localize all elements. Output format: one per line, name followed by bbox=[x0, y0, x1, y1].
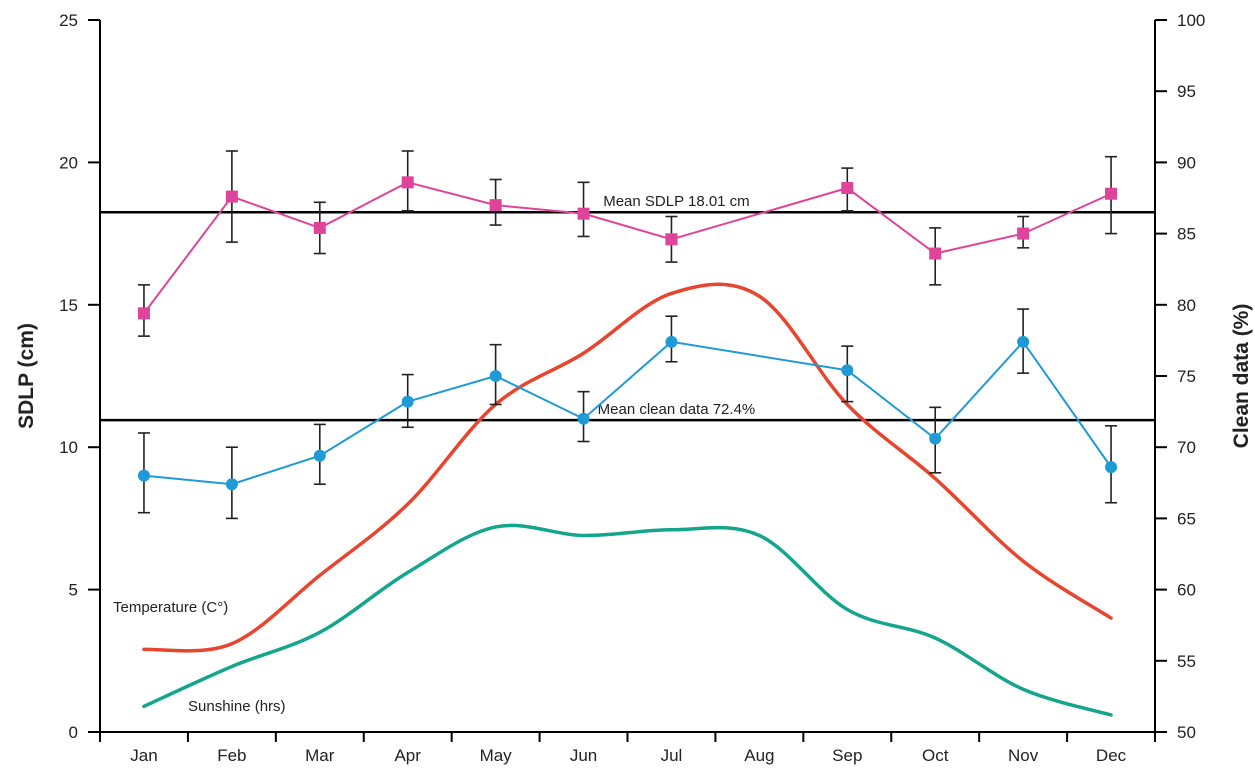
x-tick-label: Aug bbox=[744, 746, 774, 765]
data-point bbox=[1017, 227, 1030, 240]
right-tick-label: 75 bbox=[1177, 367, 1196, 386]
series-3-line bbox=[142, 523, 1113, 717]
data-point bbox=[1017, 335, 1030, 348]
x-tick-label: Jan bbox=[130, 746, 157, 765]
x-tick-label: Feb bbox=[217, 746, 246, 765]
data-point bbox=[489, 370, 502, 382]
series-annotation: Sunshine (hrs) bbox=[188, 698, 286, 715]
data-point bbox=[841, 182, 854, 195]
data-point bbox=[313, 221, 326, 234]
left-tick-label: 5 bbox=[69, 581, 78, 600]
data-point bbox=[1105, 187, 1118, 200]
left-tick-label: 25 bbox=[59, 11, 78, 30]
x-tick-label: Mar bbox=[305, 746, 335, 765]
data-point bbox=[401, 176, 414, 189]
data-point bbox=[841, 364, 854, 377]
data-point bbox=[665, 233, 678, 246]
data-point bbox=[137, 307, 150, 320]
data-point bbox=[929, 247, 942, 260]
left-tick-label: 10 bbox=[59, 438, 78, 457]
right-tick-label: 55 bbox=[1177, 652, 1196, 671]
data-point bbox=[577, 207, 590, 220]
right-tick-label: 65 bbox=[1177, 509, 1196, 528]
data-point bbox=[577, 412, 590, 425]
right-tick-label: 100 bbox=[1177, 11, 1205, 30]
x-tick-label: Dec bbox=[1096, 746, 1127, 765]
series-0 bbox=[137, 150, 1118, 337]
x-tick-label: Oct bbox=[922, 746, 949, 765]
reference-line-label: Mean SDLP 18.01 cm bbox=[603, 193, 749, 210]
x-tick-label: Jul bbox=[661, 746, 683, 765]
annotations: Temperature (C°) Sunshine (hrs) bbox=[113, 599, 286, 715]
right-tick-label: 60 bbox=[1177, 581, 1196, 600]
series-annotation: Temperature (C°) bbox=[113, 599, 228, 616]
x-tick-label: Sep bbox=[832, 746, 862, 765]
data-point bbox=[665, 335, 678, 348]
data-point bbox=[401, 395, 414, 408]
series-layer bbox=[137, 150, 1118, 717]
data-point bbox=[225, 190, 238, 203]
right-tick-label: 70 bbox=[1177, 438, 1196, 457]
data-point bbox=[313, 449, 326, 462]
data-point bbox=[225, 478, 238, 491]
data-point bbox=[137, 469, 150, 482]
right-tick-label: 80 bbox=[1177, 296, 1196, 315]
left-tick-label: 15 bbox=[59, 296, 78, 315]
series-2-line bbox=[142, 282, 1113, 653]
right-tick-label: 90 bbox=[1177, 153, 1196, 172]
right-tick-label: 50 bbox=[1177, 723, 1196, 742]
x-tick-label: Nov bbox=[1008, 746, 1039, 765]
right-tick-label: 95 bbox=[1177, 82, 1196, 101]
left-tick-label: 0 bbox=[69, 723, 78, 742]
x-tick-label: Jun bbox=[570, 746, 597, 765]
right-tick-label: 85 bbox=[1177, 225, 1196, 244]
left-axis-title: SDLP (cm) bbox=[15, 323, 38, 429]
x-tick-label: Apr bbox=[394, 746, 421, 765]
x-tick-label: May bbox=[480, 746, 513, 765]
data-point bbox=[929, 432, 942, 445]
reference-line-label: Mean clean data 72.4% bbox=[598, 401, 756, 418]
right-axis-title: Clean data (%) bbox=[1230, 304, 1253, 449]
left-tick-label: 20 bbox=[59, 153, 78, 172]
data-point bbox=[489, 199, 502, 212]
axes: 0 5 10 15 20 25 50 55 60 65 70 75 80 85 90 95 100 Jan Feb M… bbox=[15, 11, 1253, 765]
data-point bbox=[1105, 461, 1118, 474]
series-1 bbox=[137, 308, 1118, 520]
